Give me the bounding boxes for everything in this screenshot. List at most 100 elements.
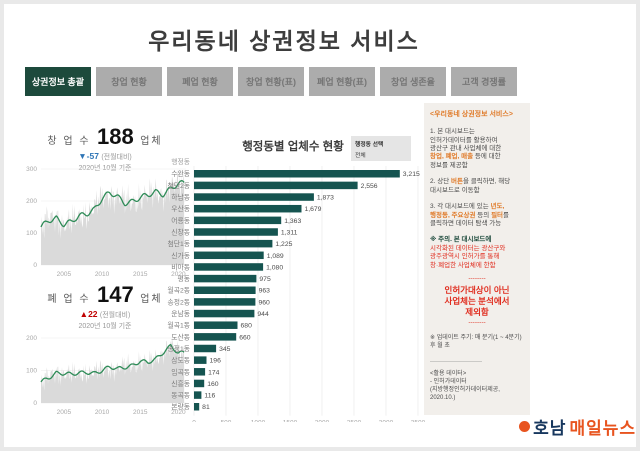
bar-월곡2동[interactable] [194,286,256,295]
bar-하남동[interactable] [194,193,314,201]
closure-asof: 2020년 10월 기준 [78,323,132,330]
svg-text:2010: 2010 [95,271,110,278]
svg-text:임곡동: 임곡동 [171,368,190,376]
svg-text:동곡동: 동곡동 [171,392,190,400]
sidebar-block-9: ※ 업데이트 주기: 매 분기(1 ~ 4분기) 후 월 초 [430,335,522,350]
logo-text-2: 매일뉴스 [569,419,636,438]
startup-delta-row: ▼-57 (전월대비) [15,151,195,162]
startup-value: 188 [97,124,134,149]
svg-text:월곡2동: 월곡2동 [167,286,190,295]
tab-1[interactable]: 상권정보 총괄 [25,67,91,96]
tab-6[interactable]: 창업 생존율 [380,67,446,96]
district-filter-value: 전체 [355,153,366,159]
bar-동곡동[interactable] [194,391,202,399]
bar-우산동[interactable] [194,204,302,213]
svg-text:1,873: 1,873 [317,195,334,202]
svg-text:100: 100 [26,368,37,375]
svg-text:3500: 3500 [411,420,426,422]
svg-text:81: 81 [202,404,210,411]
sidebar-block-7: 인허가대상이 아닌 사업체는 분석에서 제외함 [444,284,510,317]
svg-text:본량동: 본량동 [171,403,190,411]
svg-text:200: 200 [26,335,37,342]
sidebar-block-3: 2. 상단 버튼을 클릭하면, 해당 대시보드로 이동함 [430,178,511,194]
svg-text:3,215: 3,215 [403,171,420,178]
svg-text:하남동: 하남동 [171,193,190,202]
closure-delta-note: (전월대비) [99,312,131,319]
svg-text:116: 116 [204,393,215,400]
tab-7[interactable]: 고객 경쟁률 [451,67,517,96]
startup-delta-note: (전월대비) [101,154,132,161]
startup-stat: 창 업 수 188 업체 ▼-57 (전월대비) 2020년 10월 기준 [15,124,195,173]
bar-신가동[interactable] [194,251,264,260]
bar-월곡1동[interactable] [194,321,238,329]
sidebar-content: <우리동네 상권정보 서비스> 1. 본 대시보드는 인허가데이터를 활용하여 광산구… [430,110,524,402]
bar-어룡동[interactable] [194,216,282,225]
svg-text:1500: 1500 [283,420,298,422]
bar-신흥동[interactable] [194,379,205,388]
svg-text:975: 975 [259,276,271,283]
svg-text:680: 680 [241,323,253,330]
startup-stat-line: 창 업 수 188 업체 [15,124,195,150]
svg-text:2000: 2000 [315,420,330,422]
svg-text:1000: 1000 [251,420,266,422]
closure-trend-chart: 0 100 200 2005 2010 2015 2020 [26,335,186,416]
tab-5[interactable]: 폐업 현황(표) [309,67,375,96]
closure-stat: 폐 업 수 147 업체 ▲22 (전월대비) 2020년 10월 기준 [15,282,195,331]
svg-text:2015: 2015 [133,409,148,416]
svg-text:도산동: 도산동 [171,332,190,341]
svg-text:963: 963 [259,288,271,295]
svg-text:100: 100 [26,230,37,237]
svg-text:어룡동: 어룡동 [171,216,190,225]
startup-trend-chart: 0 100 200 300 2005 2010 2015 2020 [26,166,186,278]
svg-text:2500: 2500 [347,420,362,422]
svg-text:첨단1동: 첨단1동 [167,239,190,248]
bar-본량동[interactable] [194,403,200,411]
svg-text:3000: 3000 [379,420,394,422]
district-filter[interactable]: 행정동 선택 전체 [351,136,411,161]
bar-신창동[interactable] [194,228,278,236]
svg-text:송정2동: 송정2동 [167,297,190,306]
svg-text:0: 0 [33,262,37,269]
bar-수완동[interactable] [194,170,400,178]
dashboard: 우리동네 상권정보 서비스 상권정보 총괄 창업 현황 폐업 현황 창업 현황(표) 폐… [4,4,636,447]
tab-4[interactable]: 창업 현황(표) [238,67,304,96]
startup-delta: ▼-57 [78,151,99,161]
page-title: 우리동네 상권정보 서비스 [148,28,420,54]
svg-text:2010: 2010 [95,409,110,416]
svg-text:500: 500 [221,420,232,422]
bar-송정2동[interactable] [194,298,256,306]
svg-text:174: 174 [208,369,220,376]
startup-asof: 2020년 10월 기준 [78,165,132,172]
logo-icon [519,421,531,432]
svg-text:200: 200 [26,198,37,205]
bar-운남동[interactable] [194,309,255,318]
bar-첨단1동[interactable] [194,239,273,248]
closure-label: 폐 업 수 [47,294,91,305]
svg-text:2020: 2020 [171,409,186,416]
sidebar-block-8: -------- [468,318,486,326]
sidebar-block-2: 1. 본 대시보드는 인허가데이터를 활용하여 광산구 관내 사업체에 대한 창업, … [430,128,502,169]
svg-text:2005: 2005 [57,409,72,416]
bar-비아동[interactable] [194,263,264,271]
bar-첨단2동[interactable] [194,181,358,190]
sidebar-block-1: <우리동네 상권정보 서비스> [430,111,513,118]
svg-text:300: 300 [26,166,37,173]
bar-임곡동[interactable] [194,368,206,376]
svg-text:송정1동: 송정1동 [167,344,190,353]
svg-text:비아동: 비아동 [171,262,190,271]
svg-text:월곡1동: 월곡1동 [167,321,190,330]
svg-text:0: 0 [192,420,196,422]
tab-2[interactable]: 창업 현황 [96,67,162,96]
svg-text:1,225: 1,225 [275,241,292,248]
closure-delta-row: ▲22 (전월대비) [15,309,195,320]
bar-평동[interactable] [194,274,257,283]
sidebar-block-6: -------- [468,275,486,283]
svg-text:행정동: 행정동 [171,157,190,166]
svg-text:신창동: 신창동 [171,227,190,236]
tab-3[interactable]: 폐업 현황 [167,67,233,96]
bar-송정1동[interactable] [194,344,217,353]
closure-delta: ▲22 [79,309,98,319]
bar-삼도동[interactable] [194,356,207,364]
bar-도산동[interactable] [194,333,237,341]
